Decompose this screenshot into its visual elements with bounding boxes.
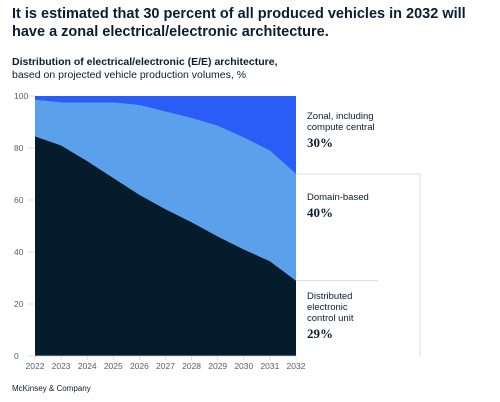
x-tick-label: 2022 bbox=[26, 361, 45, 371]
chart-subtitle: Distribution of electrical/electronic (E… bbox=[12, 56, 432, 82]
y-tick-label: 80 bbox=[14, 143, 24, 153]
x-tick-label: 2030 bbox=[234, 361, 253, 371]
series-label: Domain-based bbox=[307, 192, 369, 203]
series-label: compute central bbox=[307, 122, 375, 133]
y-tick-label: 0 bbox=[14, 351, 19, 361]
x-tick-label: 2023 bbox=[52, 361, 71, 371]
x-tick-label: 2031 bbox=[260, 361, 279, 371]
source-footer: McKinsey & Company bbox=[12, 384, 91, 393]
chart-units: based on projected vehicle production vo… bbox=[12, 69, 247, 81]
x-tick-label: 2032 bbox=[287, 361, 306, 371]
series-area-2 bbox=[35, 99, 296, 281]
x-tick-label: 2028 bbox=[182, 361, 201, 371]
series-end-value: 30% bbox=[307, 135, 333, 150]
series-end-value: 29% bbox=[307, 326, 333, 341]
series-area-1 bbox=[35, 136, 296, 356]
x-tick-label: 2027 bbox=[156, 361, 175, 371]
chart-headline: It is estimated that 30 percent of all p… bbox=[12, 6, 466, 40]
series-area-3 bbox=[35, 96, 296, 174]
series-label: electronic bbox=[307, 302, 348, 313]
x-tick-label: 2029 bbox=[208, 361, 227, 371]
x-tick-label: 2025 bbox=[104, 361, 123, 371]
series-end-value: 40% bbox=[307, 205, 333, 220]
series-label: control unit bbox=[307, 313, 354, 324]
chart-title: Distribution of electrical/electronic (E… bbox=[12, 56, 278, 68]
y-tick-label: 100 bbox=[14, 91, 28, 101]
y-tick-label: 60 bbox=[14, 195, 24, 205]
x-tick-label: 2024 bbox=[78, 361, 97, 371]
series-label: Zonal, including bbox=[307, 111, 374, 122]
y-tick-label: 40 bbox=[14, 247, 24, 257]
x-tick-label: 2026 bbox=[130, 361, 149, 371]
y-tick-label: 20 bbox=[14, 299, 24, 309]
series-label: Distributed bbox=[307, 291, 352, 302]
